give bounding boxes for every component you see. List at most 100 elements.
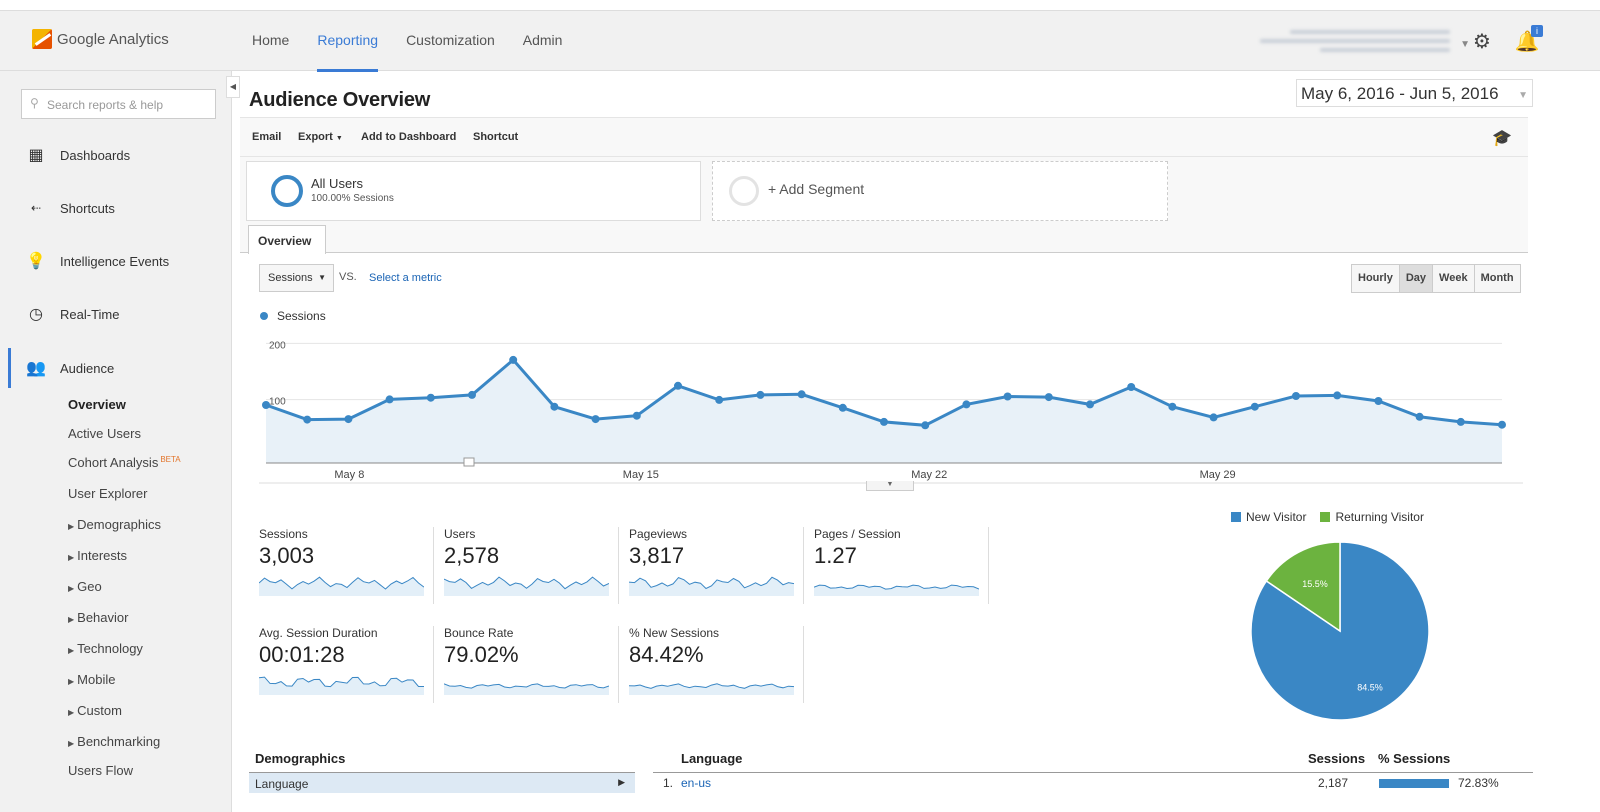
metric-tile[interactable]: Pageviews 3,817 — [629, 527, 804, 604]
metric-tile[interactable]: Sessions 3,003 — [259, 527, 434, 604]
metric-sparkline — [259, 676, 424, 695]
sessions-point — [1456, 417, 1465, 426]
nav-customization[interactable]: Customization — [406, 32, 495, 48]
granularity-hourly[interactable]: Hourly — [1352, 265, 1400, 292]
sidebar-sub-mobile[interactable]: ▶ Mobile — [68, 672, 116, 687]
gear-icon[interactable]: ⚙ — [1473, 30, 1491, 53]
pie-legend: New Visitor Returning Visitor — [1231, 510, 1424, 524]
segment-all-users[interactable]: All Users 100.00% Sessions — [246, 161, 701, 221]
sidebar-item-shortcuts[interactable]: ⇠ Shortcuts — [0, 188, 232, 228]
metric-tile[interactable]: Avg. Session Duration 00:01:28 — [259, 626, 434, 703]
sidebar-item-audience[interactable]: 👥 Audience — [0, 348, 232, 388]
tab-bar: Overview — [240, 225, 1528, 254]
sidebar-sub-cohort-analysis[interactable]: Cohort Analysis BETA — [68, 455, 181, 470]
metric-dropdown[interactable]: Sessions ▼ — [259, 264, 334, 292]
account-switcher[interactable]: ▼ — [1260, 25, 1470, 59]
search-icon: ⚲ — [30, 96, 39, 110]
sessions-point — [797, 390, 806, 399]
app-name: Google Analytics — [57, 30, 169, 48]
metric-tile[interactable]: Pages / Session 1.27 — [814, 527, 989, 604]
nav-reporting[interactable]: Reporting — [303, 11, 392, 72]
row-language-link[interactable]: en-us — [681, 776, 712, 790]
tab-overview[interactable]: Overview — [248, 225, 326, 254]
metric-sparkline — [259, 576, 424, 596]
metric-value: 3,817 — [629, 543, 685, 568]
shortcut-button[interactable]: Shortcut — [473, 131, 519, 143]
language-table-header: Language Sessions % Sessions — [653, 751, 1533, 773]
bell-icon[interactable]: 🔔 i — [1515, 25, 1543, 53]
language-row[interactable]: Language ▶ — [249, 773, 635, 793]
metric-value: 1.27 — [814, 543, 857, 568]
pie-legend-new-visitor: New Visitor — [1231, 510, 1306, 524]
add-to-dashboard-button[interactable]: Add to Dashboard — [361, 131, 457, 143]
x-tick-label: May 29 — [1200, 469, 1236, 481]
beta-badge: BETA — [160, 455, 181, 464]
metric-tile[interactable]: % New Sessions 84.42% — [629, 626, 804, 703]
sidebar-item-intelligence-events[interactable]: 💡 Intelligence Events — [26, 253, 170, 270]
sidebar-sub-users-flow[interactable]: Users Flow — [68, 763, 134, 778]
app-logo[interactable]: Google Analytics — [32, 29, 169, 49]
sidebar-sub-technology[interactable]: ▶ Technology — [68, 641, 143, 656]
sessions-point — [1415, 412, 1424, 421]
sessions-point — [838, 403, 847, 412]
sparkline-line — [814, 584, 979, 590]
sidebar-item-real-time[interactable]: ◷ Real-Time — [0, 294, 232, 334]
row-pct-bar — [1379, 779, 1449, 788]
people-icon: 👥 — [26, 360, 46, 377]
chevron-down-icon: ▼ — [1518, 90, 1528, 101]
sidebar-sub-overview[interactable]: Overview — [68, 397, 126, 412]
granularity-month[interactable]: Month — [1474, 265, 1520, 292]
graduation-cap-icon[interactable]: 🎓 — [1492, 130, 1512, 147]
sessions-area — [266, 359, 1502, 463]
sessions-point — [674, 381, 682, 390]
select-metric-link[interactable]: Select a metric — [369, 272, 442, 284]
sidebar-sub-interests[interactable]: ▶ Interests — [68, 548, 128, 563]
metric-value: 3,003 — [259, 543, 315, 568]
sparkline-line — [629, 683, 794, 689]
divider — [433, 527, 434, 604]
sidebar-item-dashboards[interactable]: ▦ Dashboards — [0, 135, 232, 175]
granularity-day[interactable]: Day — [1399, 265, 1434, 292]
chart-expand-toggle[interactable]: ▼ — [866, 481, 914, 491]
metric-sparkline — [444, 576, 609, 596]
granularity-week[interactable]: Week — [1433, 265, 1475, 292]
pie-slice-label: 84.5% — [1357, 683, 1383, 693]
table-row: 1. en-us 2,187 72.83% — [653, 773, 1533, 793]
export-button[interactable]: Export ▼ — [298, 131, 343, 143]
sidebar-sub-custom[interactable]: ▶ Custom — [68, 703, 122, 718]
sidebar-sub-behavior[interactable]: ▶ Behavior — [68, 610, 129, 625]
search-input[interactable]: ⚲ Search reports & help — [21, 89, 216, 119]
add-segment-button[interactable]: + Add Segment — [712, 161, 1168, 221]
sidebar-sub-user-explorer[interactable]: User Explorer — [68, 486, 148, 501]
metric-tile[interactable]: Users 2,578 — [444, 527, 619, 604]
x-tick-label: May 8 — [334, 469, 364, 481]
sessions-point — [756, 390, 765, 399]
collapse-sidebar-button[interactable]: ◀ — [226, 76, 240, 98]
lightbulb-icon: 💡 — [26, 253, 46, 270]
sessions-point — [1003, 392, 1012, 401]
sparkline-area — [444, 683, 609, 695]
grid-icon: ▦ — [28, 147, 44, 164]
sessions-point — [1333, 391, 1342, 400]
pie-legend-returning-visitor: Returning Visitor — [1320, 510, 1424, 524]
nav-home[interactable]: Home — [252, 32, 290, 48]
nav-admin[interactable]: Admin — [522, 32, 563, 48]
metric-sparkline — [444, 683, 609, 695]
sidebar-sub-demographics[interactable]: ▶ Demographics — [68, 517, 161, 532]
sidebar-sub-active-users[interactable]: Active Users — [68, 426, 141, 441]
metric-tile[interactable]: Bounce Rate 79.02% — [444, 626, 619, 703]
sessions-point — [426, 393, 435, 402]
sidebar-sub-benchmarking[interactable]: ▶ Benchmarking — [68, 734, 161, 749]
metric-sparkline — [814, 584, 979, 596]
triangle-right-icon: ▶ — [618, 777, 625, 787]
chevron-down-icon: ▼ — [1460, 39, 1470, 50]
metric-sparkline — [629, 683, 794, 695]
email-button[interactable]: Email — [252, 131, 282, 143]
sparkline-line — [444, 683, 609, 689]
sidebar-sub-geo[interactable]: ▶ Geo — [68, 579, 102, 594]
sparkline-area — [629, 683, 794, 695]
sparkline-line — [444, 576, 609, 590]
sessions-chart-svg: Sessions 200 100 May 8 May 15 May 22 May 29 — [259, 309, 1523, 484]
divider — [618, 527, 619, 604]
date-range-picker[interactable]: May 6, 2016 - Jun 5, 2016 ▼ — [1296, 79, 1533, 107]
